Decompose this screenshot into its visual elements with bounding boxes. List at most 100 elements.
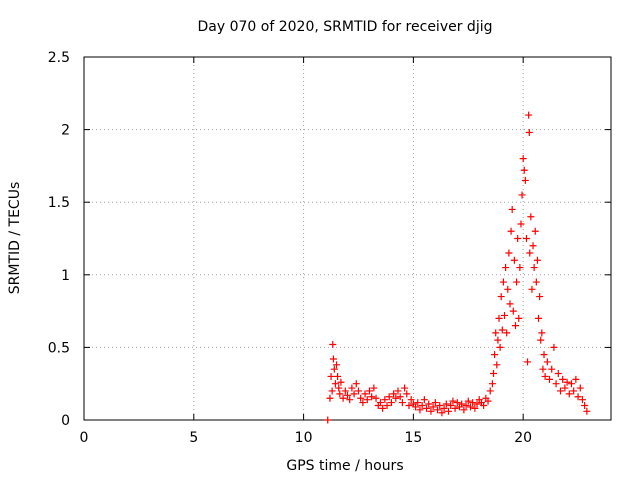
- data-point: [565, 390, 573, 398]
- x-axis-label: GPS time / hours: [286, 458, 403, 474]
- data-point: [519, 155, 527, 163]
- data-point: [348, 384, 356, 392]
- data-point: [414, 399, 422, 407]
- data-point: [539, 365, 547, 373]
- data-point: [514, 235, 522, 242]
- data-point: [460, 406, 468, 414]
- data-point: [425, 400, 433, 408]
- x-tick-label: 5: [189, 430, 198, 446]
- data-point: [341, 387, 349, 395]
- data-point: [559, 375, 567, 383]
- data-point: [518, 191, 526, 199]
- data-point: [379, 404, 387, 412]
- data-point: [473, 400, 481, 408]
- data-point: [326, 394, 334, 402]
- data-point: [331, 380, 339, 388]
- data-point: [550, 343, 558, 351]
- data-point: [449, 397, 457, 405]
- data-point: [458, 400, 466, 408]
- data-point: [510, 256, 518, 264]
- data-point: [532, 278, 540, 286]
- data-point: [525, 111, 533, 119]
- data-point: [529, 242, 537, 250]
- plot-frame: [83, 56, 612, 421]
- data-point: [536, 293, 544, 301]
- x-tick-label: 15: [404, 430, 422, 446]
- data-point: [447, 401, 455, 409]
- grid: [84, 57, 611, 420]
- data-point: [335, 384, 343, 392]
- data-point: [438, 409, 446, 417]
- data-point: [530, 264, 538, 272]
- x-tick-label: 10: [295, 430, 313, 446]
- data-point: [385, 393, 393, 401]
- data-point: [527, 213, 535, 221]
- data-point: [403, 390, 411, 398]
- data-point: [578, 396, 586, 404]
- data-point: [427, 407, 435, 415]
- data-point: [507, 227, 515, 235]
- data-point: [499, 278, 507, 286]
- data-point: [540, 351, 548, 359]
- data-point: [508, 205, 516, 213]
- data-point: [344, 391, 351, 399]
- data-point: [491, 351, 499, 359]
- y-tick-label: 0: [61, 413, 70, 429]
- data-point: [350, 390, 358, 398]
- y-axis: 0 0.5 1 1.5 2 2.5: [48, 50, 611, 429]
- data-point: [538, 329, 546, 337]
- data-point: [405, 401, 413, 409]
- data-point: [576, 384, 584, 392]
- data-point: [513, 278, 521, 286]
- data-point: [381, 396, 389, 404]
- data-point: [533, 256, 541, 264]
- data-point: [546, 375, 554, 383]
- y-tick-label: 2: [61, 123, 70, 139]
- data-point: [581, 401, 589, 409]
- data-point: [372, 394, 380, 402]
- data-point: [359, 399, 367, 407]
- data-point: [531, 227, 539, 235]
- data-point: [361, 390, 369, 398]
- data-point: [390, 390, 398, 398]
- data-point: [488, 380, 496, 388]
- data-point: [394, 387, 402, 395]
- data-point: [376, 399, 384, 407]
- data-point: [556, 387, 564, 395]
- data-point: [383, 401, 391, 409]
- data-point: [324, 416, 332, 424]
- data-point: [480, 401, 488, 409]
- data-point: [471, 404, 479, 412]
- data-point: [490, 370, 498, 378]
- data-point: [506, 300, 514, 308]
- data-point: [502, 264, 510, 272]
- data-point: [522, 235, 530, 242]
- y-tick-label: 0.5: [48, 340, 70, 356]
- data-point: [543, 358, 551, 366]
- data-point: [346, 396, 354, 404]
- data-point: [445, 407, 453, 415]
- data-point: [515, 314, 523, 322]
- data-point: [387, 399, 395, 407]
- x-tick-label: 0: [80, 430, 89, 446]
- data-point: [464, 397, 472, 405]
- y-axis-label: SRMTID / TECUs: [7, 182, 23, 295]
- data-point: [497, 293, 505, 301]
- data-point: [524, 358, 532, 366]
- data-point: [484, 397, 492, 405]
- data-point: [440, 404, 448, 412]
- data-point: [412, 403, 420, 411]
- data-point: [334, 372, 342, 380]
- data-point: [521, 176, 529, 184]
- data-point: [498, 326, 506, 334]
- data-point: [526, 249, 534, 257]
- data-point: [365, 387, 373, 395]
- data-point: [354, 387, 362, 395]
- data-point: [329, 340, 337, 348]
- data-point: [563, 378, 571, 386]
- data-point: [501, 311, 509, 319]
- data-point: [328, 387, 336, 395]
- data-point: [434, 406, 442, 414]
- data-point: [493, 361, 501, 369]
- chart-title: Day 070 of 2020, SRMTID for receiver dji…: [198, 19, 493, 35]
